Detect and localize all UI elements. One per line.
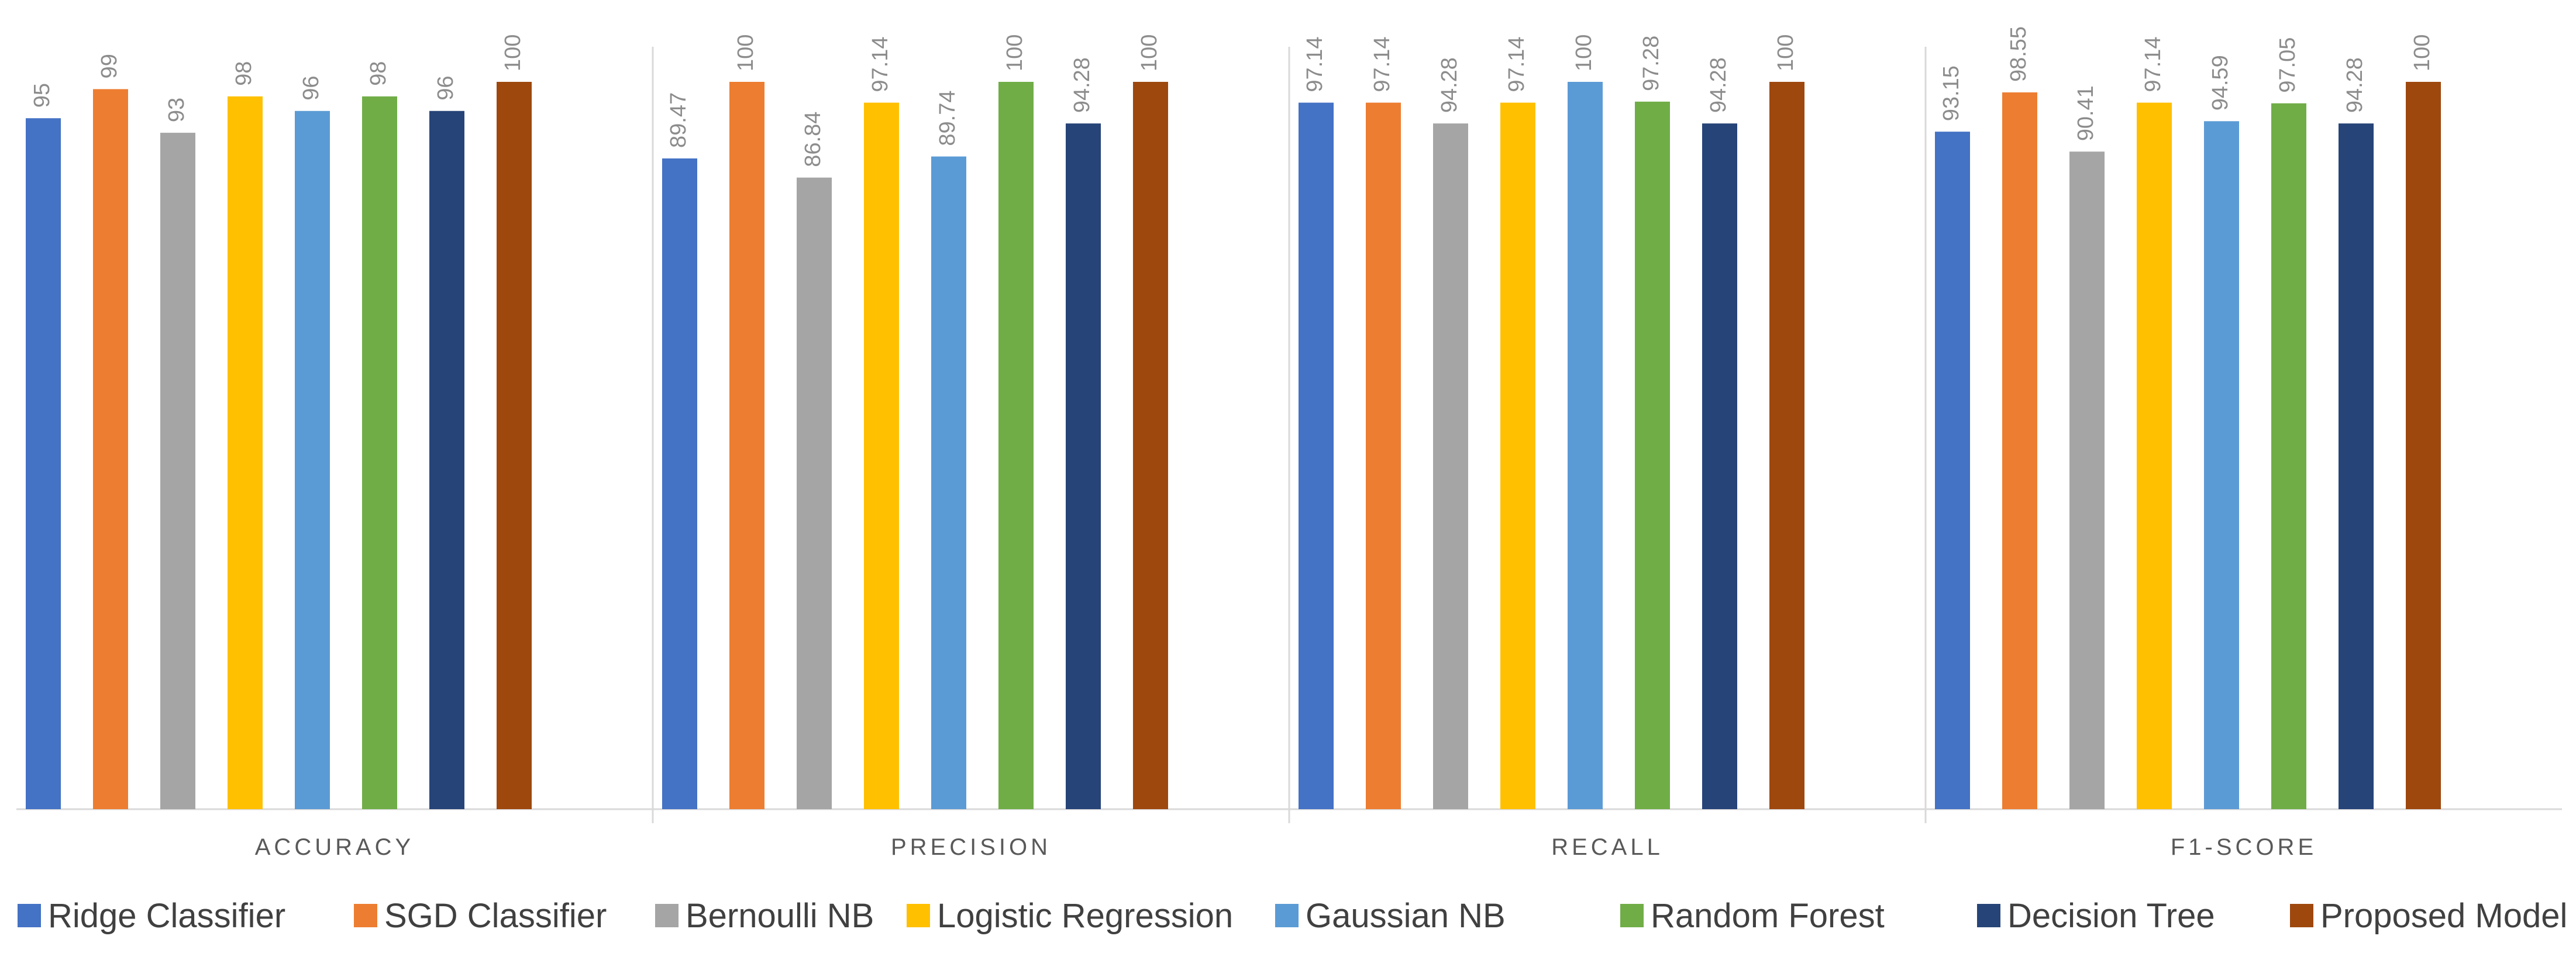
data-label: 98.55	[2006, 26, 2031, 82]
bar	[295, 111, 330, 809]
category-label: RECALL	[1551, 834, 1664, 860]
bar	[2339, 123, 2374, 810]
bar	[429, 111, 464, 809]
bar	[1500, 102, 1535, 810]
data-label: 97.05	[2275, 37, 2300, 93]
data-label: 94.28	[1070, 57, 1094, 113]
bar	[93, 89, 128, 810]
category-label: F1-SCORE	[2171, 834, 2317, 860]
legend-label: Proposed Model	[2320, 897, 2567, 935]
data-label: 89.47	[666, 92, 691, 148]
legend-item: Ridge Classifier	[18, 897, 285, 935]
legend-label: Logistic Regression	[937, 897, 1233, 935]
legend-item: SGD Classifier	[354, 897, 607, 935]
bar	[2137, 102, 2172, 810]
data-label: 100	[733, 34, 758, 71]
data-label: 94.28	[1437, 57, 1462, 113]
bar	[1702, 123, 1737, 810]
data-label: 97.14	[868, 36, 893, 92]
legend-swatch	[2290, 904, 2313, 927]
legend-item: Proposed Model	[2290, 897, 2567, 935]
bar	[662, 158, 697, 810]
bar	[362, 96, 397, 809]
data-label: 98	[232, 61, 256, 86]
bar	[1299, 102, 1334, 810]
bar	[1769, 82, 1804, 809]
data-label: 86.84	[801, 112, 825, 167]
legend-swatch	[1275, 904, 1299, 927]
data-label: 89.74	[935, 91, 960, 146]
bar	[160, 133, 195, 810]
bar	[1568, 82, 1603, 809]
bar	[1133, 82, 1168, 809]
bar	[2204, 121, 2239, 809]
category-separators	[652, 47, 1927, 823]
data-label: 100	[1773, 34, 1798, 71]
data-label: 96	[299, 75, 323, 100]
legend-item: Random Forest	[1620, 897, 1885, 935]
plot-area: 95 99 93 98 96 98 96 100 89.47 100 86.84 97.14 89.74…	[16, 26, 2562, 860]
legend-label: SGD Classifier	[384, 897, 607, 935]
data-label: 94.59	[2208, 55, 2233, 111]
bar	[1935, 132, 1970, 810]
legend-swatch	[655, 904, 679, 927]
data-label: 100	[1003, 34, 1027, 71]
data-label: 97.28	[1639, 36, 1664, 91]
legend-label: Bernoulli NB	[686, 897, 874, 935]
data-label: 97.14	[1303, 36, 1327, 92]
category-labels: ACCURACY PRECISION RECALL F1-SCORE	[255, 834, 2317, 860]
bars	[26, 82, 2441, 810]
bar	[998, 82, 1034, 809]
bar	[1066, 123, 1101, 810]
legend-label: Random Forest	[1651, 897, 1885, 935]
bar	[729, 82, 764, 809]
legend-label: Decision Tree	[2007, 897, 2215, 935]
legend-item: Gaussian NB	[1275, 897, 1506, 935]
data-label: 99	[97, 54, 122, 78]
bar	[864, 102, 899, 810]
legend-swatch	[354, 904, 377, 927]
bar	[228, 96, 263, 809]
legend-item: Decision Tree	[1977, 897, 2215, 935]
bar	[2271, 103, 2306, 809]
data-label: 95	[30, 83, 54, 108]
bar	[797, 177, 832, 809]
bar	[26, 118, 61, 810]
value-labels: 95 99 93 98 96 98 96 100 89.47 100 86.84 97.14 89.74…	[30, 26, 2434, 167]
data-label: 97.14	[1504, 36, 1529, 92]
data-label: 98	[366, 61, 391, 86]
legend-label: Ridge Classifier	[48, 897, 285, 935]
data-label: 94.28	[2343, 57, 2367, 113]
data-label: 93	[164, 98, 189, 122]
data-label: 97.14	[1370, 36, 1394, 92]
bar	[2069, 151, 2105, 810]
data-label: 100	[1137, 34, 1162, 71]
data-label: 100	[1572, 34, 1596, 71]
data-label: 90.41	[2074, 85, 2098, 141]
legend-swatch	[1620, 904, 1644, 927]
bar	[497, 82, 532, 809]
data-label: 100	[501, 34, 525, 71]
data-label: 94.28	[1706, 57, 1731, 113]
data-label: 96	[433, 75, 458, 100]
bar	[1433, 123, 1468, 810]
bar	[2406, 82, 2441, 809]
bar	[2002, 92, 2037, 810]
legend-item: Bernoulli NB	[655, 897, 874, 935]
legend-swatch	[1977, 904, 2000, 927]
data-label: 93.15	[1939, 65, 1964, 121]
legend: Ridge Classifier SGD Classifier Bernoulli …	[18, 897, 2567, 935]
category-label: PRECISION	[891, 834, 1051, 860]
bar	[931, 156, 966, 809]
legend-label: Gaussian NB	[1306, 897, 1506, 935]
legend-swatch	[907, 904, 930, 927]
bar	[1635, 101, 1670, 810]
category-label: ACCURACY	[255, 834, 414, 860]
legend-swatch	[18, 904, 41, 927]
bar	[1366, 102, 1401, 810]
data-label: 97.14	[2141, 36, 2165, 92]
data-label: 100	[2410, 34, 2434, 71]
legend-item: Logistic Regression	[907, 897, 1233, 935]
